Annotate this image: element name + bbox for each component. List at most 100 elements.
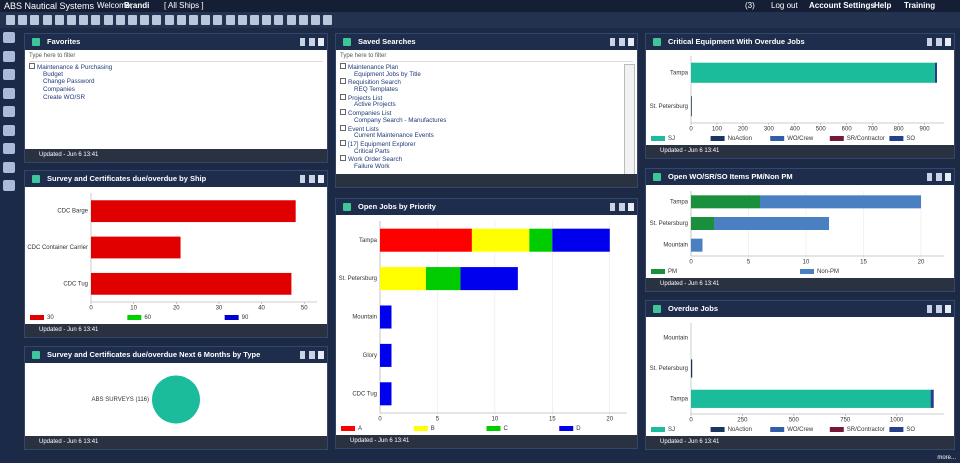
bar — [460, 267, 518, 291]
toolbar-icon[interactable] — [30, 15, 40, 25]
toolbar-icon[interactable] — [42, 15, 52, 25]
legend-swatch — [651, 269, 665, 274]
panel-controls[interactable] — [300, 38, 324, 46]
y-tick-label: Mountain — [352, 315, 377, 321]
sidebar-icon[interactable] — [3, 50, 15, 62]
legend-swatch — [829, 136, 844, 141]
tree-item[interactable]: Event Lists — [340, 125, 633, 133]
toolbar-icon[interactable] — [164, 15, 174, 25]
bar — [380, 305, 392, 329]
legend-swatch — [829, 427, 844, 432]
panel-controls[interactable] — [610, 38, 634, 46]
panel-controls[interactable] — [300, 175, 324, 183]
panel-controls[interactable] — [927, 173, 951, 181]
sidebar-icon[interactable] — [3, 180, 15, 191]
tree-item[interactable]: Active Projects — [354, 101, 396, 109]
tree-item[interactable]: Failure Work — [354, 162, 390, 170]
toolbar-icon[interactable] — [128, 15, 137, 25]
sidebar-icon[interactable] — [3, 143, 15, 154]
tree-item[interactable]: Maintenance Plan — [340, 63, 633, 71]
toolbar-icon[interactable] — [323, 15, 333, 25]
panel-title: Favorites — [47, 37, 81, 46]
x-tick-label: 40 — [258, 306, 265, 312]
panel-controls[interactable] — [927, 38, 951, 46]
panel-title: Survey and Certificates due/overdue Next… — [47, 350, 261, 359]
tree-item[interactable]: [17] Equipment Explorer — [340, 140, 633, 148]
cart[interactable]: (3) — [745, 1, 755, 10]
toolbar-icon[interactable] — [6, 15, 15, 25]
toolbar-icon[interactable] — [115, 15, 125, 25]
toolbar-icon[interactable] — [79, 15, 89, 25]
sidebar-icon[interactable] — [3, 32, 15, 43]
sidebar-icon[interactable] — [3, 106, 15, 117]
y-tick-label: Glory — [363, 353, 377, 359]
tree-item[interactable]: Work Order Search — [340, 155, 633, 163]
filter-input[interactable]: Type here to filter — [29, 53, 323, 62]
toolbar-icon[interactable] — [262, 15, 272, 25]
toolbar-icon[interactable] — [152, 15, 162, 25]
more-link[interactable]: more... — [937, 455, 956, 461]
x-tick-label: 500 — [816, 127, 827, 133]
menu-item[interactable]: Training — [904, 1, 936, 10]
bar — [930, 389, 934, 408]
toolbar-icon[interactable] — [67, 15, 76, 25]
filter-input[interactable]: Type here to filter — [340, 53, 633, 62]
toolbar-icon[interactable] — [189, 15, 198, 25]
panel-controls[interactable] — [610, 203, 634, 211]
ship-filter[interactable]: [ All Ships ] — [164, 1, 204, 10]
tree-item[interactable]: Budget — [43, 70, 63, 78]
sidebar-icon[interactable] — [3, 69, 15, 80]
chart-panel: Survey and Certificates due/overdue by S… — [24, 170, 328, 338]
sidebar-icon[interactable] — [3, 161, 15, 173]
menu-item[interactable]: Log out — [771, 1, 798, 10]
y-tick-label: St. Petersburg — [650, 221, 688, 227]
tree-item[interactable]: Requisition Search — [340, 78, 633, 86]
toolbar-icon[interactable] — [274, 15, 284, 25]
menu-item[interactable]: Account Settings — [809, 1, 875, 10]
panel-footer: Updated - Jun 6 13:41 — [646, 436, 954, 449]
tree-item[interactable]: Current Maintenance Events — [354, 132, 434, 140]
panel-controls[interactable] — [927, 305, 951, 313]
x-tick-label: 800 — [894, 127, 905, 133]
scrollbar[interactable] — [624, 64, 635, 178]
x-tick-label: 400 — [790, 127, 801, 133]
x-tick-label: 0 — [89, 306, 93, 312]
bar — [380, 228, 472, 252]
tree-item[interactable]: Equipment Jobs by Title — [354, 70, 421, 78]
toolbar-icon[interactable] — [286, 15, 296, 25]
chart-body: 0 5 10 15 20 Tampa St. Petersburg Mountain PM Non… — [646, 185, 954, 278]
tree-item[interactable]: Change Password — [43, 78, 95, 86]
toolbar-icon[interactable] — [311, 15, 320, 25]
sidebar-icon[interactable] — [3, 87, 15, 99]
tree-item[interactable]: REQ Templates — [354, 86, 398, 94]
tree-item[interactable]: Create WO/SR — [43, 93, 85, 101]
toolbar-icon[interactable] — [54, 15, 64, 25]
panel-controls[interactable] — [300, 351, 324, 359]
toolbar-icon[interactable] — [237, 15, 247, 25]
legend-swatch — [800, 269, 814, 274]
tree-item[interactable]: Critical Parts — [354, 147, 390, 155]
tree-item[interactable]: Projects List — [340, 94, 633, 102]
toolbar-icon[interactable] — [225, 15, 235, 25]
toolbar-icon[interactable] — [91, 15, 101, 25]
sidebar — [0, 28, 18, 463]
tree-item[interactable]: Maintenance & Purchasing — [29, 63, 323, 71]
toolbar-icon[interactable] — [176, 15, 186, 25]
tree-item[interactable]: Companies List — [340, 109, 633, 117]
legend-swatch — [224, 315, 239, 320]
legend-label: NoAction — [728, 427, 752, 433]
toolbar-icon[interactable] — [140, 15, 150, 25]
panel-title: Survey and Certificates due/overdue by S… — [47, 174, 207, 183]
toolbar-icon[interactable] — [201, 15, 211, 25]
toolbar-icon[interactable] — [103, 15, 113, 25]
tree-item[interactable]: Companies — [43, 86, 75, 94]
toolbar-icon[interactable] — [18, 15, 28, 25]
toolbar-icon[interactable] — [250, 15, 259, 25]
toolbar-icon[interactable] — [298, 15, 308, 25]
sidebar-icon[interactable] — [3, 124, 15, 136]
tree-item[interactable]: Company Search - Manufactures — [354, 116, 447, 124]
legend-label: WO/Crew — [787, 136, 814, 142]
menu-item[interactable]: Help — [874, 1, 892, 10]
toolbar-icon[interactable] — [213, 15, 223, 25]
